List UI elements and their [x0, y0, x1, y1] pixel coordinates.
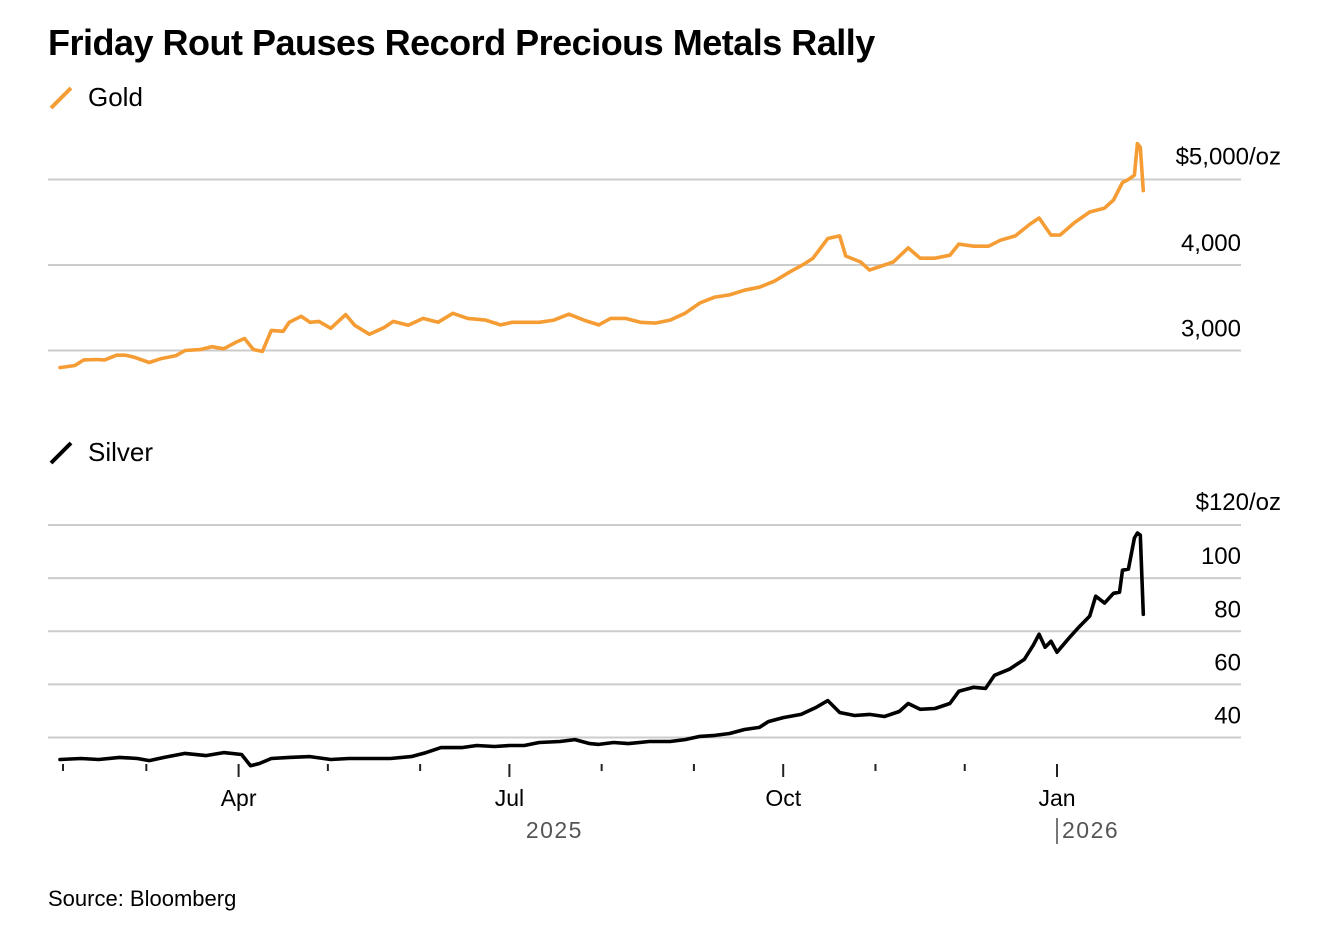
- y-tick-label-gold-4000: 4,000: [1181, 230, 1241, 257]
- gold-price-line: [58, 141, 1146, 370]
- legend-silver: Silver: [48, 437, 153, 468]
- x-tick-label-jan: Jan: [1038, 785, 1075, 811]
- x-tick-label-oct: Oct: [765, 785, 801, 811]
- legend-silver-label: Silver: [88, 437, 154, 467]
- legend-gold-label: Gold: [88, 82, 143, 112]
- x-tick-label-apr: Apr: [221, 785, 257, 811]
- y-tick-label-silver-60: 60: [1214, 649, 1241, 676]
- silver-line-swatch-icon: [49, 441, 73, 464]
- x-tick-label-jul: Jul: [495, 785, 524, 811]
- source-note: Source: Bloomberg: [48, 886, 237, 911]
- y-tick-label-silver-120: $120/oz: [1196, 489, 1281, 516]
- chart-title: Friday Rout Pauses Record Precious Metal…: [48, 22, 875, 63]
- y-tick-label-silver-100: 100: [1201, 543, 1241, 570]
- silver-panel: 40 60 80 100 $120/oz: [48, 489, 1281, 768]
- year-label-2025: 2025: [526, 817, 583, 843]
- legend-gold: Gold: [48, 82, 143, 113]
- year-label-2026: 2026: [1062, 817, 1119, 843]
- gold-line-swatch-icon: [49, 86, 73, 109]
- y-tick-label-silver-80: 80: [1214, 596, 1241, 623]
- x-axis: Apr Jul Oct Jan 2025 2026: [62, 764, 1119, 844]
- y-tick-label-gold-3000: 3,000: [1181, 316, 1241, 343]
- y-tick-label-gold-5000: $5,000/oz: [1176, 144, 1281, 171]
- gold-panel: 3,000 4,000 $5,000/oz: [48, 141, 1281, 370]
- y-tick-label-silver-40: 40: [1214, 703, 1241, 730]
- silver-price-line: [58, 531, 1146, 768]
